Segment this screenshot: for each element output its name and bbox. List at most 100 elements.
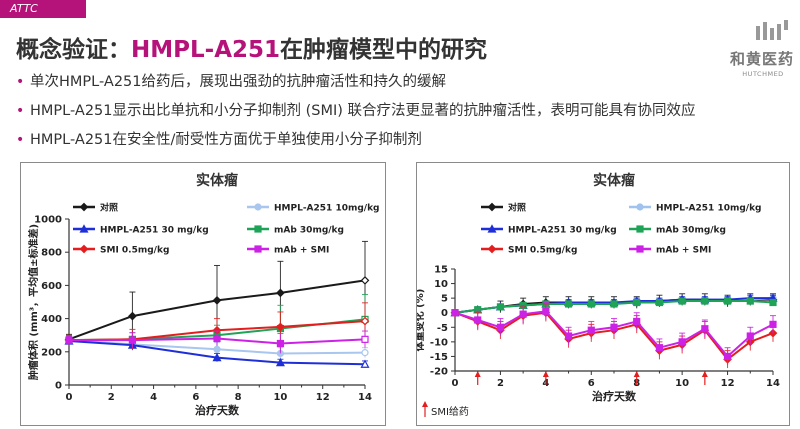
dose-arrow-head (701, 371, 708, 377)
y-tick-label: 15 (434, 265, 448, 276)
data-point (519, 310, 527, 318)
data-point (276, 322, 285, 332)
data-point (451, 309, 459, 317)
data-point (769, 298, 777, 307)
y-tick-label: 600 (41, 281, 62, 292)
x-tick-label: 8 (235, 392, 242, 403)
annotation-label: SMI给药 (431, 405, 469, 418)
data-point (360, 276, 370, 285)
bullet-list: • 单次HMPL-A251给药后，展现出强劲的抗肿瘤活性和持久的缓解 • HMPL-… (16, 68, 696, 155)
title-suffix: 在肿瘤模型中的研究 (280, 37, 488, 63)
legend-label: mAb + SMI (274, 246, 329, 256)
tumor-volume-chart-panel: 实体瘤 0 200 400 600 800 1000 0 2 4 6 8 10 12 14 治疗天数 肿瘤体积 … (20, 162, 386, 426)
data-point (542, 307, 550, 315)
y-tick-label: 0 (441, 308, 448, 319)
data-point (746, 332, 754, 340)
data-point (474, 316, 482, 324)
data-point (746, 297, 754, 305)
y-axis-label: 肿瘤体积 (mm³，平均值±标准差) (27, 224, 40, 380)
title-prefix: 概念验证： (16, 37, 131, 63)
data-point (564, 300, 573, 308)
legend-label: 对照 (508, 202, 526, 214)
data-point (276, 339, 285, 348)
y-tick-label: -10 (430, 337, 448, 348)
data-point (361, 349, 369, 357)
y-tick-label: -20 (430, 367, 448, 378)
x-tick-label: 4 (150, 392, 157, 403)
legend-marker (487, 202, 497, 212)
data-point (275, 357, 285, 367)
legend-label: HMPL-A251 30 mg/kg (100, 226, 209, 236)
x-tick-label: 14 (766, 378, 780, 389)
legend-marker (254, 245, 262, 253)
y-tick-label: 200 (41, 347, 62, 358)
x-tick-label: 0 (452, 378, 459, 389)
legend-label: mAb 30mg/kg (274, 226, 344, 236)
legend-label: HMPL-A251 10mg/kg (274, 204, 380, 214)
annotation-arrow-head (422, 401, 428, 407)
x-axis-label: 治疗天数 (195, 403, 240, 417)
data-point (213, 334, 221, 343)
y-tick-label: 400 (41, 314, 62, 325)
y-tick-label: -5 (437, 323, 448, 334)
data-point (587, 326, 595, 334)
x-tick-label: 14 (358, 392, 372, 403)
legend-label: HMPL-A251 10mg/kg (656, 204, 762, 214)
data-point (610, 300, 618, 308)
logo-mark-icon (756, 20, 788, 40)
data-point (723, 297, 732, 305)
x-tick-label: 2 (497, 378, 504, 389)
data-point (633, 298, 641, 307)
body-weight-chart: 实体瘤-20-15-10-505101502468101214治疗天数体重变化 … (413, 172, 780, 418)
legend-marker (79, 224, 89, 233)
bullet-text: HMPL-A251显示出比单抗和小分子抑制剂 (SMI) 联合疗法更显著的抗肿瘤… (30, 103, 696, 119)
data-point (128, 311, 137, 321)
bullet-text: 单次HMPL-A251给药后，展现出强劲的抗肿瘤活性和持久的缓解 (30, 74, 446, 90)
legend-label: SMI 0.5mg/kg (508, 246, 577, 256)
y-tick-label: -15 (430, 352, 448, 363)
data-point (360, 359, 370, 368)
legend-label: HMPL-A251 30 mg/kg (508, 226, 617, 236)
page-title: 概念验证：HMPL-A251在肿瘤模型中的研究 (16, 30, 487, 64)
dose-arrow-head (542, 371, 549, 377)
x-tick-label: 10 (675, 378, 689, 389)
data-point (610, 323, 618, 331)
logo-text-en: HUTCHMED (742, 70, 784, 78)
company-logo: 和黄医药 HUTCHMED (728, 18, 794, 88)
legend-marker (636, 225, 644, 233)
bullet-item: • 单次HMPL-A251给药后，展现出强劲的抗肿瘤活性和持久的缓解 (16, 68, 696, 97)
data-point (65, 336, 73, 344)
bullet-item: • HMPL-A251显示出比单抗和小分子抑制剂 (SMI) 联合疗法更显著的抗肿… (16, 97, 696, 126)
x-tick-label: 12 (316, 392, 330, 403)
dose-arrow-head (633, 371, 640, 377)
data-point (212, 295, 222, 305)
x-axis-label: 治疗天数 (592, 389, 637, 403)
data-point (213, 345, 221, 353)
x-tick-label: 6 (588, 378, 595, 389)
bullet-dot-icon: • (16, 103, 25, 119)
bullet-item: • HMPL-A251在安全性/耐受性方面优于单独使用小分子抑制剂 (16, 126, 696, 155)
data-point (701, 325, 709, 333)
legend-marker (636, 245, 644, 253)
dose-arrow-head (474, 371, 481, 377)
legend-label: 对照 (100, 202, 118, 214)
logo-text-cn: 和黄医药 (729, 50, 794, 68)
legend-marker (636, 203, 644, 211)
bullet-dot-icon: • (16, 132, 25, 148)
data-point (564, 332, 573, 340)
data-point (587, 300, 595, 308)
legend-marker (487, 224, 497, 233)
x-tick-label: 12 (721, 378, 735, 389)
y-tick-label: 0 (55, 381, 62, 392)
data-point (128, 336, 137, 344)
legend-marker (254, 225, 262, 233)
legend-label: SMI 0.5mg/kg (100, 246, 169, 256)
x-tick-label: 0 (66, 392, 73, 403)
x-tick-label: 6 (192, 392, 199, 403)
data-point (678, 297, 686, 305)
chart-title: 实体瘤 (196, 172, 238, 189)
data-point (723, 352, 732, 361)
legend-marker (79, 244, 89, 254)
title-accent: HMPL-A251 (131, 37, 281, 63)
tumor-volume-chart: 实体瘤 0 200 400 600 800 1000 0 2 4 6 8 10 12 14 治疗天数 肿瘤体积 … (27, 172, 380, 417)
